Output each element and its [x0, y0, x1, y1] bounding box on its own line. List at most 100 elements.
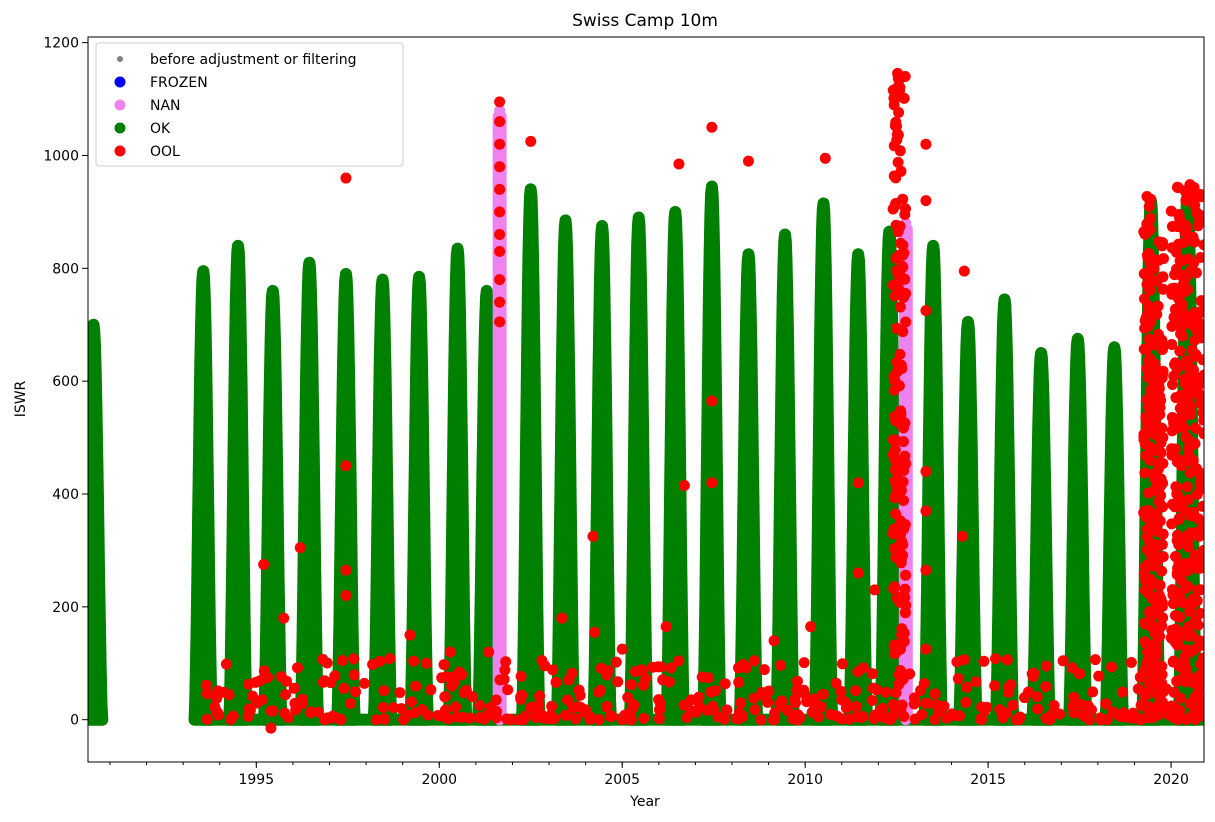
- ool-band-point: [1166, 339, 1178, 350]
- ool-low-point: [451, 711, 463, 723]
- ool-band-point: [1190, 207, 1202, 218]
- ool-point: [957, 530, 969, 542]
- ok-peak-point: [452, 243, 464, 255]
- ool-point: [494, 296, 506, 308]
- ool-low-point: [655, 703, 666, 714]
- ool-low-point: [398, 714, 410, 726]
- ool-low-point: [748, 692, 760, 704]
- ool-low-point: [378, 685, 390, 697]
- ool-low-point: [610, 656, 622, 668]
- ool-band-point: [899, 607, 911, 619]
- ool-low-point: [693, 691, 705, 703]
- ool-low-point: [1011, 714, 1022, 726]
- ool-low-point: [1086, 704, 1097, 716]
- ok-peak-point: [779, 228, 791, 240]
- ok-season-7: [404, 270, 434, 726]
- ool-low-point: [1032, 703, 1044, 715]
- ool-low-point: [970, 676, 982, 688]
- ool-band-point: [1149, 444, 1161, 456]
- ool-low-point: [758, 664, 770, 676]
- ok-season-3: [258, 284, 288, 726]
- ool-point: [587, 530, 599, 542]
- ool-low-point: [322, 712, 333, 724]
- ool-band-point: [1195, 191, 1204, 203]
- ool-band-point: [1181, 481, 1193, 493]
- ool-band-point: [1156, 699, 1167, 710]
- ool-point: [869, 584, 881, 596]
- ool-band-point: [896, 629, 908, 641]
- ool-band-point: [1149, 428, 1160, 440]
- ool-band-point: [1166, 221, 1178, 232]
- ool-band-point: [899, 583, 911, 595]
- ool-low-point: [1054, 708, 1065, 720]
- ool-low-point: [247, 690, 258, 702]
- ool-band-point: [1154, 579, 1166, 591]
- ool-low-point: [547, 664, 559, 676]
- ool-low-point: [220, 658, 232, 670]
- ool-band-point: [1184, 606, 1196, 617]
- ool-point: [483, 646, 495, 658]
- ool-point: [494, 274, 506, 286]
- ool-band-point: [1168, 370, 1180, 382]
- ool-band-point: [1149, 608, 1161, 620]
- ool-low-point: [1095, 714, 1107, 726]
- ool-low-point: [445, 671, 456, 683]
- ool-band-point: [1175, 269, 1187, 281]
- legend-label: OOL: [150, 144, 180, 160]
- ool-low-point: [405, 696, 417, 708]
- ool-band-point: [1186, 673, 1198, 685]
- ool-low-point: [338, 682, 350, 694]
- ool-low-point: [612, 676, 624, 688]
- ool-band-point: [895, 237, 907, 249]
- ool-band-point: [888, 543, 900, 555]
- ool-band-point: [1153, 254, 1165, 266]
- ool-point: [404, 629, 416, 641]
- plot-frame: [87, 36, 1205, 763]
- ok-peak-point: [560, 214, 572, 226]
- ool-low-point: [436, 672, 448, 684]
- ool-low-point: [211, 692, 223, 704]
- ool-band-point: [1182, 621, 1194, 633]
- ool-point: [920, 564, 932, 576]
- ool-band-point: [1193, 685, 1204, 697]
- ool-low-point: [450, 701, 462, 713]
- ool-low-point: [737, 659, 749, 670]
- ool-point: [265, 722, 277, 734]
- ok-peak-point: [962, 316, 974, 328]
- ool-low-point: [498, 673, 510, 685]
- ool-band-point: [1198, 369, 1204, 381]
- ool-low-point: [909, 713, 921, 725]
- ool-low-point: [534, 690, 546, 702]
- ok-season-12: [587, 220, 617, 726]
- ool-band-point: [1195, 554, 1204, 566]
- ool-band-point: [1198, 674, 1204, 686]
- ool-band-point: [1149, 409, 1160, 421]
- ool-band-point: [1147, 665, 1159, 677]
- ool-band-point: [1197, 320, 1204, 332]
- ool-low-point: [815, 701, 827, 713]
- ok-peak-point: [1072, 333, 1084, 345]
- ool-point: [768, 635, 780, 647]
- ool-band-point: [1184, 265, 1196, 277]
- ool-band-point: [890, 411, 901, 422]
- ool-point: [920, 643, 932, 655]
- ool-band-point: [899, 519, 911, 531]
- ool-low-point: [857, 711, 869, 722]
- ool-band-point: [1195, 252, 1204, 263]
- ool-low-point: [1023, 686, 1034, 698]
- ool-low-point: [625, 679, 637, 691]
- ool-band-point: [1193, 389, 1204, 401]
- ool-low-point: [200, 679, 212, 691]
- ool-low-point: [563, 674, 575, 686]
- ool-band-point: [1175, 328, 1187, 340]
- ool-low-point: [628, 699, 640, 711]
- ool-low-point: [850, 685, 862, 697]
- ool-band-point: [1174, 345, 1186, 357]
- ool-band-point: [1156, 597, 1168, 609]
- ool-low-point: [978, 705, 990, 717]
- ool-low-point: [851, 701, 863, 712]
- ool-low-point: [515, 693, 527, 705]
- ool-band-point: [1153, 378, 1165, 390]
- ool-band-point: [898, 465, 910, 476]
- ool-band-point: [888, 648, 900, 659]
